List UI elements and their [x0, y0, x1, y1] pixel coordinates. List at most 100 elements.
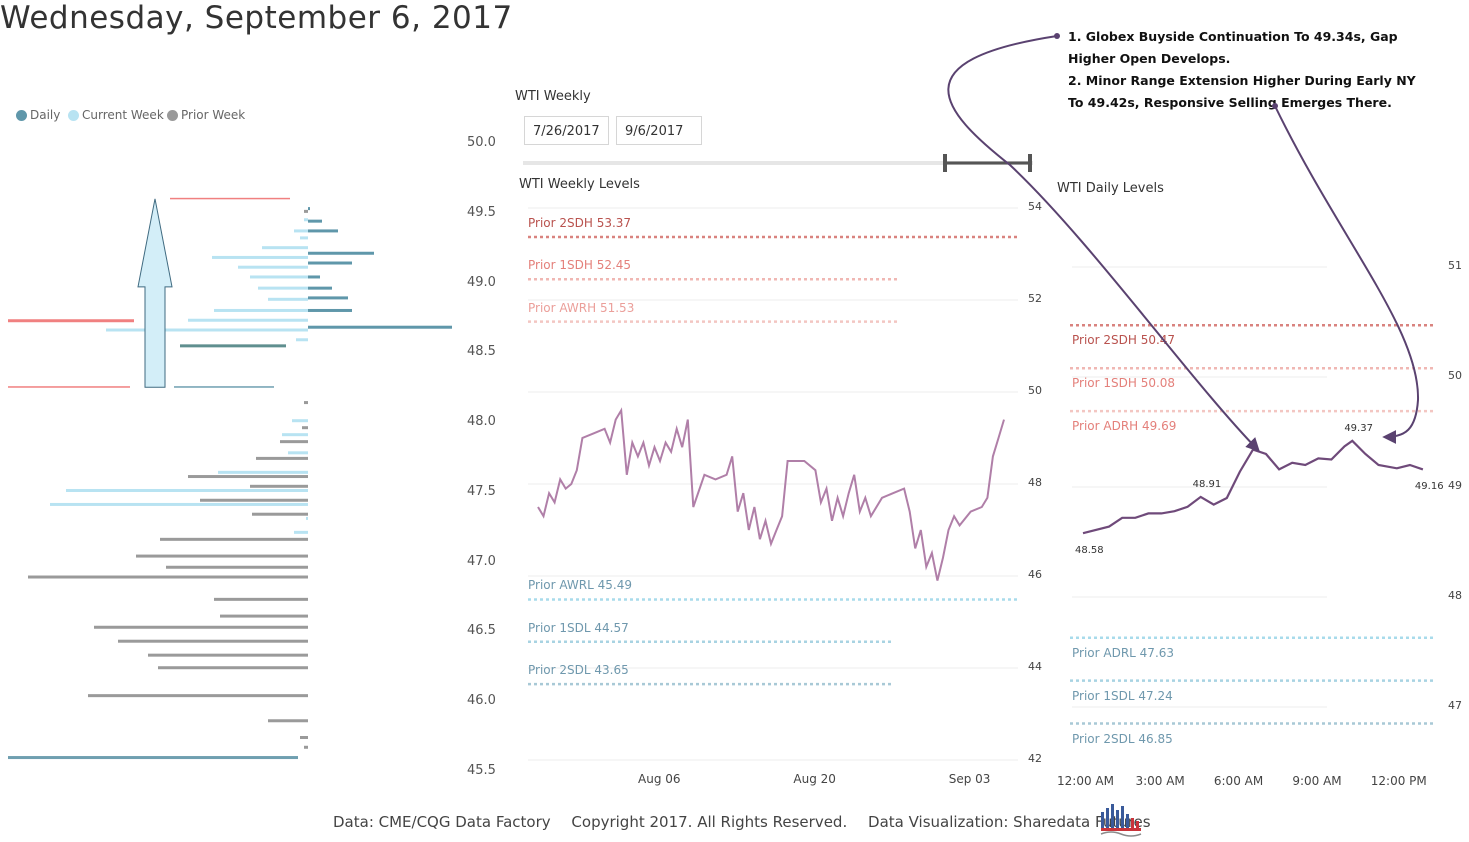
weekly-x-tick: Aug 06 [638, 772, 681, 786]
weekly-level-label: Prior 1SDL 44.57 [528, 620, 629, 635]
legend-daily[interactable]: Daily [16, 108, 60, 122]
weekly-levels-title: WTI Weekly Levels [519, 177, 640, 192]
weekly-price-line [537, 407, 1005, 581]
prior-week-bar [302, 426, 308, 430]
footer-data-source: Data: CME/CQG Data Factory [333, 813, 551, 831]
profile-y-tick: 46.5 [467, 623, 496, 639]
current-week-bar [296, 338, 308, 342]
footer: Data: CME/CQG Data Factory Copyright 201… [333, 813, 1167, 831]
daily-level-label: Prior ADRH 49.69 [1072, 419, 1177, 434]
daily-x-tick: 12:00 PM [1370, 774, 1427, 788]
current-week-bar [304, 218, 308, 222]
prior-week-bar [136, 554, 308, 558]
current-week-bar [250, 275, 308, 279]
prior-week-bar [28, 575, 308, 579]
prior-week-bar [268, 719, 308, 723]
daily-level-label: Prior 1SDL 47.24 [1072, 688, 1173, 703]
footer-viz-credit: Data Visualization: Sharedata Futures [868, 813, 1151, 831]
daily-y-tick: 51 [1448, 259, 1462, 272]
current-week-bar [262, 246, 308, 250]
current-week-bar [238, 265, 308, 269]
daily-bar [308, 219, 322, 223]
daily-bar [308, 296, 348, 300]
prior-week-bar [160, 537, 308, 541]
daily-y-tick: 50 [1448, 369, 1462, 382]
weekly-level-label: Prior AWRH 51.53 [528, 300, 635, 315]
slider-handle-end [1028, 154, 1032, 172]
profile-y-tick: 48.0 [467, 414, 496, 430]
up-arrow-icon [137, 198, 173, 388]
prior-week-bar [166, 565, 308, 569]
page-title: Wednesday, September 6, 2017 [0, 0, 513, 36]
weekly-x-tick: Aug 20 [793, 772, 836, 786]
annotation-note-2: 2. Minor Range Extension Higher During E… [1068, 73, 1416, 110]
current-week-bar [294, 530, 308, 534]
daily-reference-line [174, 386, 274, 388]
daily-bar [308, 308, 352, 312]
profile-y-tick: 48.5 [467, 344, 496, 360]
daily-x-tick: 6:00 AM [1213, 774, 1264, 788]
annotation-notes: 1. Globex Buyside Continuation To 49.34s… [1068, 26, 1428, 114]
daily-reference-line [180, 344, 286, 348]
volume-profile-chart [8, 197, 452, 760]
daily-level-label: Prior 1SDH 50.08 [1072, 376, 1176, 391]
current-week-bar [268, 297, 308, 301]
daily-panel-title: WTI Daily Levels [1057, 181, 1164, 196]
current-week-bar [292, 419, 308, 423]
prior-week-bar [252, 512, 308, 516]
current-week-bar [212, 255, 308, 259]
daily-x-tick: 9:00 AM [1292, 774, 1342, 788]
weekly-level-label: Prior 2SDH 53.37 [528, 215, 632, 230]
daily-reference-line [8, 756, 298, 760]
legend-current-week[interactable]: Current Week [68, 108, 164, 122]
prior-week-bar [214, 597, 308, 601]
prior-week-bar [158, 666, 308, 670]
current-week-bar [188, 318, 308, 322]
weekly-y-tick: 54 [1028, 200, 1042, 213]
slider-handle-start [943, 154, 947, 172]
legend-prior-week[interactable]: Prior Week [167, 108, 245, 122]
prior-week-bar [300, 736, 308, 740]
legend-daily-label: Daily [30, 108, 61, 122]
weekly-level-label: Prior AWRL 45.49 [528, 578, 632, 593]
current-week-bar [258, 286, 308, 290]
end-date-field[interactable]: 9/6/2017 [616, 116, 702, 145]
current-week-bar [294, 229, 308, 233]
daily-bar [308, 325, 452, 329]
daily-bar [308, 251, 374, 255]
current-week-bar [288, 451, 308, 455]
weekly-y-tick: 48 [1028, 476, 1042, 489]
prior-week-bar [148, 653, 308, 657]
current-week-bar [218, 470, 308, 474]
date-range-slider[interactable] [520, 148, 1040, 178]
profile-y-tick: 47.0 [467, 553, 496, 569]
daily-point-label: 49.37 [1344, 422, 1373, 434]
weekly-y-tick: 50 [1028, 384, 1042, 397]
prior-week-bar [256, 456, 308, 460]
weekly-panel-title: WTI Weekly [515, 89, 591, 104]
current-week-bar [66, 488, 308, 492]
weekly-level-label: Prior 2SDL 43.65 [528, 663, 629, 678]
prior-week-bar [188, 475, 308, 479]
slider-track [523, 161, 1033, 165]
arrow-2 [1274, 105, 1420, 444]
start-date-field[interactable]: 7/26/2017 [524, 116, 609, 145]
prior-week-bar [250, 484, 308, 488]
weekly-y-tick: 46 [1028, 568, 1042, 581]
prior-week-bar [304, 745, 308, 749]
daily-y-tick: 48 [1448, 589, 1462, 602]
daily-bar [308, 207, 310, 211]
daily-y-tick: 47 [1448, 699, 1462, 712]
daily-level-label: Prior ADRL 47.63 [1072, 645, 1175, 660]
weekly-y-tick: 42 [1028, 752, 1042, 765]
daily-y-tick: 49 [1448, 479, 1462, 492]
legend-current-week-dot [68, 109, 79, 121]
legend-current-week-label: Current Week [82, 108, 164, 122]
current-week-bar [50, 502, 308, 506]
daily-point-label: 49.16 [1414, 481, 1444, 493]
weekly-level-label: Prior 1SDH 52.45 [528, 258, 632, 273]
profile-y-tick: 47.5 [467, 483, 496, 499]
